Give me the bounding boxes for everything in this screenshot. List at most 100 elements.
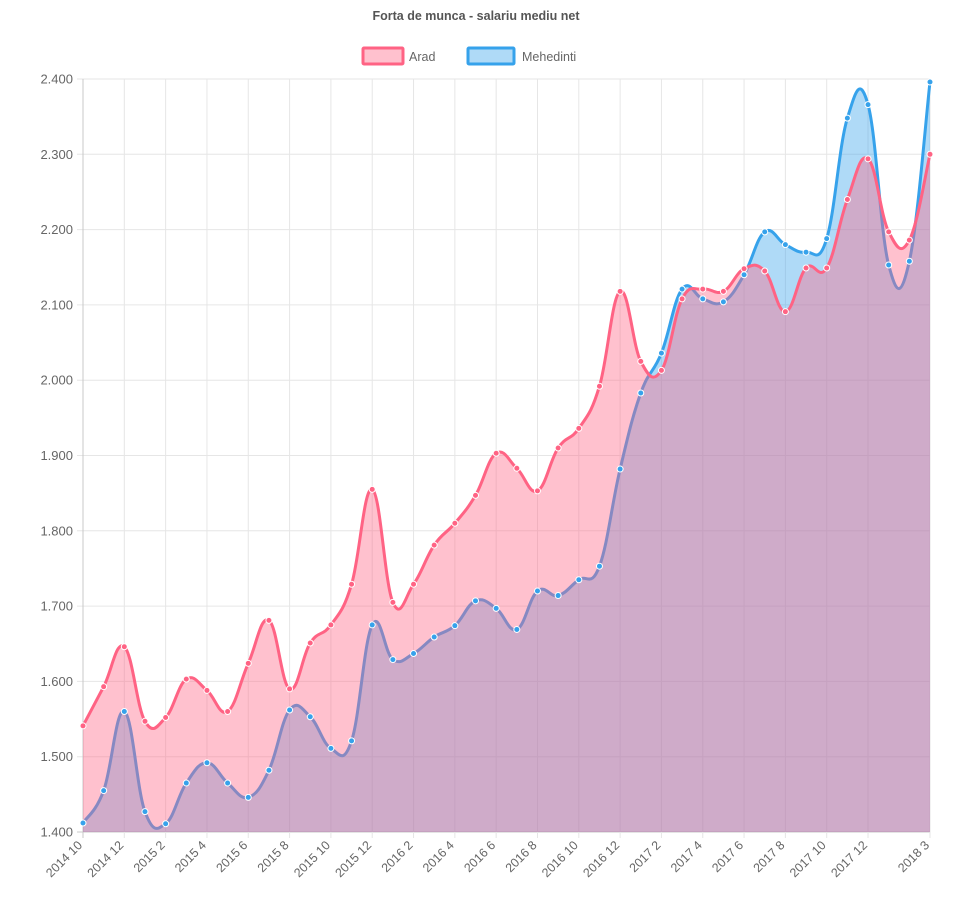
x-tick-label: 2015 4 [172, 838, 209, 875]
data-point-mehedinti[interactable] [885, 261, 893, 269]
data-point-arad[interactable] [410, 580, 418, 588]
data-point-mehedinti[interactable] [575, 576, 583, 584]
data-point-arad[interactable] [533, 487, 541, 495]
y-tick-label: 2.100 [40, 297, 73, 312]
data-point-arad[interactable] [699, 285, 707, 293]
data-point-mehedinti[interactable] [162, 820, 170, 828]
data-point-arad[interactable] [100, 683, 108, 691]
data-point-arad[interactable] [492, 449, 500, 457]
data-point-arad[interactable] [926, 150, 934, 158]
x-tick-label: 2014 12 [85, 838, 127, 880]
data-point-mehedinti[interactable] [244, 793, 252, 801]
data-point-arad[interactable] [575, 424, 583, 432]
data-point-mehedinti[interactable] [410, 650, 418, 658]
data-point-mehedinti[interactable] [637, 389, 645, 397]
data-point-mehedinti[interactable] [533, 587, 541, 595]
data-point-arad[interactable] [678, 295, 686, 303]
data-point-arad[interactable] [79, 722, 87, 730]
data-point-mehedinti[interactable] [327, 744, 335, 752]
data-point-arad[interactable] [182, 675, 190, 683]
data-point-arad[interactable] [162, 714, 170, 722]
data-point-mehedinti[interactable] [182, 779, 190, 787]
x-tick-label: 2016 10 [539, 838, 581, 880]
data-point-arad[interactable] [802, 264, 810, 272]
data-point-mehedinti[interactable] [554, 592, 562, 600]
data-point-mehedinti[interactable] [224, 779, 232, 787]
data-point-arad[interactable] [885, 228, 893, 236]
data-point-arad[interactable] [905, 236, 913, 244]
data-point-mehedinti[interactable] [616, 465, 624, 473]
x-tick-label: 2017 10 [787, 838, 829, 880]
data-point-arad[interactable] [823, 264, 831, 272]
data-point-arad[interactable] [368, 485, 376, 493]
data-point-arad[interactable] [740, 265, 748, 273]
data-point-mehedinti[interactable] [678, 285, 686, 293]
data-point-arad[interactable] [843, 195, 851, 203]
legend-label-arad: Arad [409, 50, 435, 64]
data-point-mehedinti[interactable] [368, 621, 376, 629]
data-point-arad[interactable] [864, 155, 872, 163]
data-point-mehedinti[interactable] [286, 706, 294, 714]
data-point-mehedinti[interactable] [905, 257, 913, 265]
data-point-arad[interactable] [554, 444, 562, 452]
data-point-mehedinti[interactable] [306, 713, 314, 721]
data-point-mehedinti[interactable] [100, 787, 108, 795]
data-point-mehedinti[interactable] [472, 597, 480, 605]
data-point-arad[interactable] [265, 616, 273, 624]
data-point-mehedinti[interactable] [864, 101, 872, 109]
data-point-arad[interactable] [616, 287, 624, 295]
data-point-mehedinti[interactable] [719, 298, 727, 306]
data-point-arad[interactable] [781, 308, 789, 316]
y-tick-label: 1.500 [40, 749, 73, 764]
data-point-mehedinti[interactable] [802, 248, 810, 256]
data-point-mehedinti[interactable] [761, 228, 769, 236]
data-point-arad[interactable] [719, 287, 727, 295]
data-point-arad[interactable] [141, 717, 149, 725]
data-point-mehedinti[interactable] [348, 737, 356, 745]
data-point-mehedinti[interactable] [513, 625, 521, 633]
data-point-mehedinti[interactable] [699, 295, 707, 303]
data-point-arad[interactable] [306, 639, 314, 647]
legend-item-mehedinti[interactable]: Mehedinti [466, 46, 576, 66]
data-point-mehedinti[interactable] [79, 819, 87, 827]
data-point-mehedinti[interactable] [823, 235, 831, 243]
data-point-arad[interactable] [513, 464, 521, 472]
data-point-mehedinti[interactable] [265, 766, 273, 774]
data-point-arad[interactable] [203, 686, 211, 694]
data-point-arad[interactable] [761, 267, 769, 275]
x-tick-label: 2017 2 [627, 838, 664, 875]
data-point-mehedinti[interactable] [595, 562, 603, 570]
data-point-mehedinti[interactable] [430, 633, 438, 641]
data-point-mehedinti[interactable] [492, 604, 500, 612]
data-point-arad[interactable] [348, 580, 356, 588]
x-tick-label: 2016 4 [420, 838, 457, 875]
data-point-arad[interactable] [451, 519, 459, 527]
legend-item-arad[interactable]: Arad [361, 46, 435, 66]
data-point-arad[interactable] [595, 382, 603, 390]
grid [77, 78, 931, 838]
data-point-mehedinti[interactable] [451, 622, 459, 630]
data-point-arad[interactable] [327, 621, 335, 629]
data-point-mehedinti[interactable] [843, 114, 851, 122]
data-point-mehedinti[interactable] [926, 78, 934, 86]
data-point-arad[interactable] [286, 685, 294, 693]
data-point-mehedinti[interactable] [740, 271, 748, 279]
data-point-mehedinti[interactable] [657, 349, 665, 357]
data-point-arad[interactable] [472, 491, 480, 499]
data-point-arad[interactable] [637, 357, 645, 365]
data-point-mehedinti[interactable] [781, 241, 789, 249]
data-point-arad[interactable] [430, 541, 438, 549]
x-tick-label: 2017 12 [828, 838, 870, 880]
data-point-arad[interactable] [657, 366, 665, 374]
y-tick-label: 1.900 [40, 448, 73, 463]
data-point-mehedinti[interactable] [203, 759, 211, 767]
data-point-arad[interactable] [120, 643, 128, 651]
data-point-arad[interactable] [389, 598, 397, 606]
data-point-mehedinti[interactable] [141, 808, 149, 816]
x-tick-label: 2016 12 [580, 838, 622, 880]
data-point-mehedinti[interactable] [389, 656, 397, 664]
data-point-arad[interactable] [244, 659, 252, 667]
data-point-mehedinti[interactable] [120, 708, 128, 716]
data-point-arad[interactable] [224, 708, 232, 716]
